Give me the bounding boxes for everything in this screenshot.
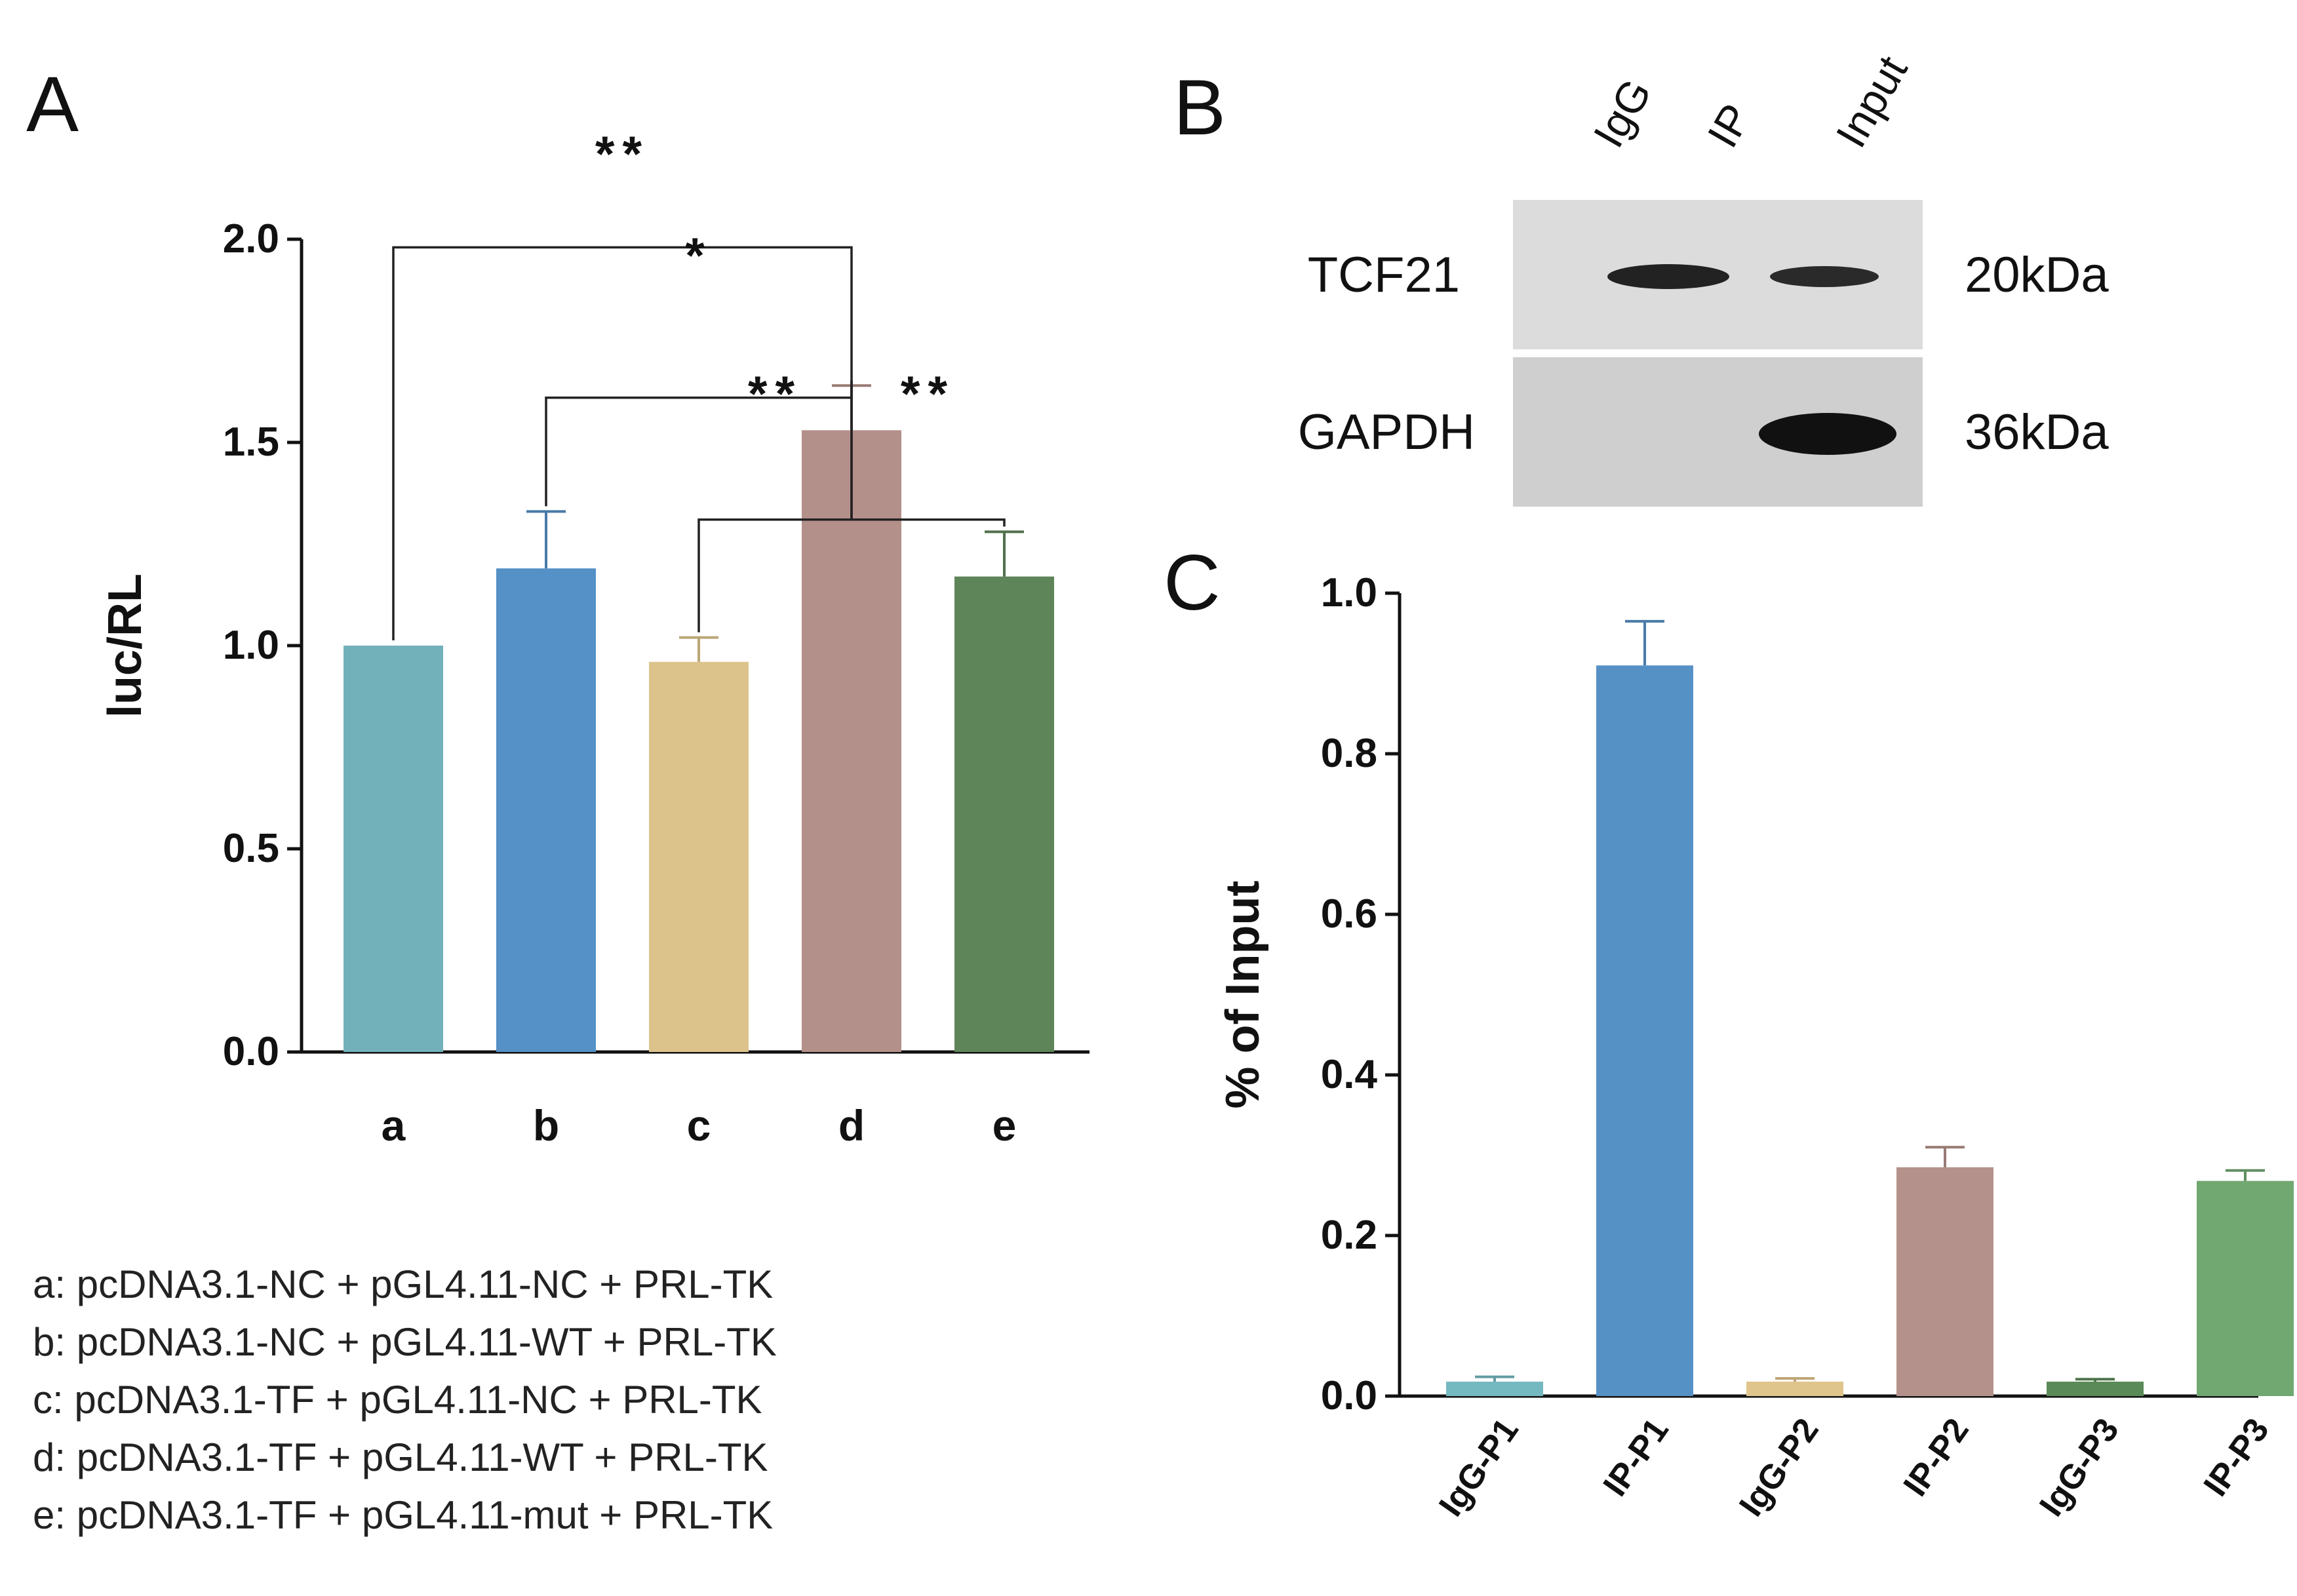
chart-c: 0.0 0.2 0.4 0.6 0.8 1.0 % of Input IgG-P1 IP-P1 I…	[1217, 570, 2294, 1523]
y-tick-label: 0.0	[223, 1029, 279, 1074]
western-blot: IgG IP Input TCF21 GAPDH 20kDa 36kDa	[1298, 48, 2109, 507]
legend-line-e: e: pcDNA3.1-TF + pGL4.11-mut + PRL-TK	[33, 1493, 773, 1537]
y-tick-label: 1.0	[223, 623, 279, 668]
bar-a	[344, 646, 443, 1052]
size-label-gapdh: 36kDa	[1965, 404, 2109, 460]
x-tick-label-ip-p1: IP-P1	[1596, 1412, 1676, 1504]
y-tick-label: 2.0	[223, 216, 279, 262]
bar-ip-p3	[2197, 1180, 2294, 1396]
bar-igg-p1	[1446, 1381, 1543, 1396]
lane-label-igg: IgG	[1584, 71, 1660, 155]
lane-label-ip: IP	[1698, 96, 1760, 155]
panel-letter-a: A	[26, 60, 79, 148]
bar-c	[649, 661, 749, 1052]
y-tick-label: 1.5	[223, 419, 279, 465]
band-tcf21-ip	[1607, 264, 1729, 289]
x-tick-label-a: a	[382, 1101, 406, 1150]
bar-igg-p2	[1746, 1381, 1843, 1396]
bar-e	[954, 576, 1054, 1052]
panel-letter-b: B	[1173, 64, 1226, 151]
lane-label-input: Input	[1826, 48, 1916, 155]
y-tick-label: 0.4	[1321, 1052, 1378, 1097]
legend-line-c: c: pcDNA3.1-TF + pGL4.11-NC + PRL-TK	[33, 1378, 762, 1422]
significance-stars-b-d: *	[685, 228, 713, 284]
significance-stars-d-e: **	[901, 366, 955, 422]
bar-igg-p3	[2047, 1381, 2144, 1396]
y-tick-label: 1.0	[1321, 570, 1377, 615]
band-tcf21-input	[1770, 266, 1879, 287]
bar-ip-p2	[1896, 1167, 1993, 1396]
legend: a: pcDNA3.1-NC + pGL4.11-NC + PRL-TK b: …	[33, 1262, 777, 1537]
x-tick-label-igg-p3: IgG-P3	[2032, 1412, 2127, 1524]
bar-b	[496, 568, 596, 1052]
y-tick-label: 0.2	[1321, 1213, 1377, 1258]
legend-line-a: a: pcDNA3.1-NC + pGL4.11-NC + PRL-TK	[33, 1262, 773, 1306]
significance-stars-c-d: **	[748, 366, 802, 422]
x-tick-label-d: d	[838, 1101, 865, 1150]
panel-letter-c: C	[1164, 539, 1221, 627]
x-tick-label-igg-p1: IgG-P1	[1432, 1412, 1526, 1524]
y-tick-label: 0.5	[223, 826, 279, 871]
protein-label-gapdh: GAPDH	[1298, 404, 1475, 460]
x-tick-label-c: c	[687, 1101, 711, 1150]
bar-d	[802, 430, 901, 1052]
significance-bracket-d-e	[850, 380, 1006, 527]
y-axis-title: luc/RL	[99, 574, 151, 718]
significance-stars-a-d: **	[595, 127, 650, 182]
band-gapdh-input	[1759, 413, 1896, 455]
legend-line-d: d: pcDNA3.1-TF + pGL4.11-WT + PRL-TK	[33, 1435, 768, 1479]
y-tick-label: 0.0	[1321, 1373, 1377, 1418]
protein-label-tcf21: TCF21	[1308, 247, 1460, 303]
legend-line-b: b: pcDNA3.1-NC + pGL4.11-WT + PRL-TK	[33, 1320, 777, 1364]
size-label-tcf21: 20kDa	[1965, 247, 2109, 303]
y-axis-title: % of Input	[1217, 881, 1269, 1109]
x-tick-label-ip-p3: IP-P3	[2197, 1412, 2277, 1504]
x-tick-label-igg-p2: IgG-P2	[1732, 1412, 1826, 1524]
y-tick-label: 0.8	[1321, 731, 1377, 776]
significance-bracket-a-d	[392, 246, 853, 640]
y-tick-label: 0.6	[1321, 891, 1377, 937]
bar-ip-p1	[1596, 665, 1693, 1396]
x-tick-label-e: e	[992, 1101, 1017, 1150]
x-tick-label-ip-p2: IP-P2	[1896, 1412, 1976, 1504]
x-tick-label-b: b	[533, 1101, 559, 1150]
